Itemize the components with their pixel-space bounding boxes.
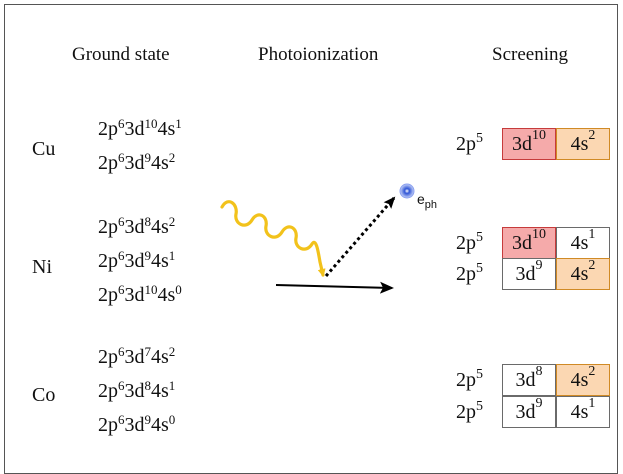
electron-dot-icon [399, 183, 415, 199]
screening-row-co-1: 2p5 3d 8 4s 2 [456, 364, 610, 396]
orbital-box-3d: 3d 9 [502, 258, 556, 290]
ground-config-co-2: 2p63d84s1 [98, 378, 176, 402]
wavy-photon-arrow-icon [220, 200, 326, 277]
element-label-ni: Ni [32, 256, 52, 278]
header-photoionization: Photoionization [258, 44, 379, 65]
orbital-box-3d: 3d 10 [502, 227, 556, 259]
orbital-box-4s: 4s 2 [556, 258, 610, 290]
screening-row-co-2: 2p5 3d 9 4s 1 [456, 396, 610, 428]
element-label-cu: Cu [32, 138, 56, 160]
orbital-box-4s: 4s 2 [556, 364, 610, 396]
photoelectron-arrow [324, 196, 396, 277]
ground-config-ni-1: 2p63d84s2 [98, 214, 176, 238]
ground-config-cu-1: 2p63d104s1 [98, 116, 182, 140]
orbital-box-4s: 4s 2 [556, 128, 610, 160]
orbital-box-3d: 3d 9 [502, 396, 556, 428]
orbital-box-4s: 4s 1 [556, 396, 610, 428]
header-screening: Screening [492, 44, 568, 65]
header-ground-state: Ground state [72, 44, 170, 65]
orbital-box-3d: 3d 10 [502, 128, 556, 160]
ground-config-ni-2: 2p63d94s1 [98, 248, 176, 272]
orbital-box-4s: 4s 1 [556, 227, 610, 259]
element-label-co: Co [32, 384, 56, 406]
ground-config-co-1: 2p63d74s2 [98, 344, 176, 368]
photoionization-arrows [220, 183, 415, 294]
ground-config-cu-2: 2p63d94s2 [98, 150, 176, 174]
screening-row-ni-2: 2p5 3d 9 4s 2 [456, 258, 610, 290]
electron-label: eph [417, 191, 438, 211]
ground-config-ni-3: 2p63d104s0 [98, 282, 182, 306]
ground-config-co-3: 2p63d94s0 [98, 412, 176, 436]
orbital-box-3d: 3d 8 [502, 364, 556, 396]
screening-row-ni-1: 2p5 3d 10 4s 1 [456, 227, 610, 259]
screening-row-cu-1: 2p5 3d 10 4s 2 [456, 128, 610, 160]
incident-arrow [275, 281, 394, 294]
